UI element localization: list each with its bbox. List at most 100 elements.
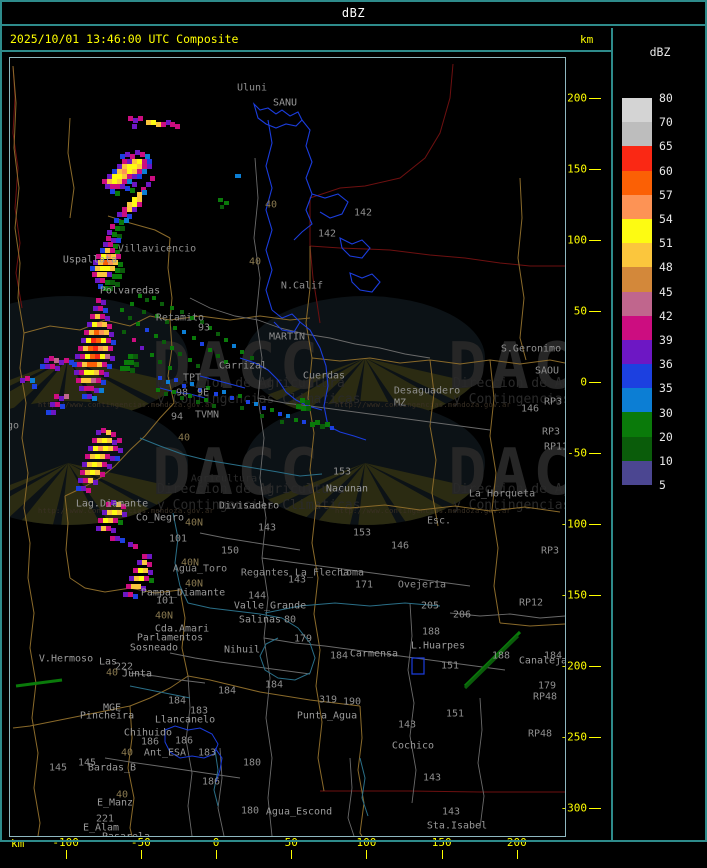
map-place-label: 184 xyxy=(167,695,187,707)
map-place-label: 183 xyxy=(197,747,217,759)
map-place-label: Punta_Agua xyxy=(296,710,358,722)
map-place-label: 98 xyxy=(175,387,189,399)
y-tick-label: 50 xyxy=(573,304,587,318)
y-tick-label: -250 xyxy=(560,730,588,744)
colorbar-title: dBZ xyxy=(649,45,671,59)
y-tick xyxy=(589,168,601,170)
x-tick-label: 200 xyxy=(506,836,527,849)
map-place-label: 153 xyxy=(332,466,352,478)
x-tick xyxy=(291,850,293,859)
map-place-label: Ant_ESA xyxy=(143,747,187,759)
map-place-label: RP3 xyxy=(541,426,561,438)
map-place-label: 171 xyxy=(354,579,374,591)
y-tick xyxy=(589,239,601,241)
map-place-label: Las xyxy=(98,656,118,668)
radar-map-canvas: DACC DACC DACC DACC Direccion de Agricul… xyxy=(10,58,565,836)
map-place-label: E_Manz xyxy=(96,797,134,809)
map-place-label: RP3 xyxy=(540,545,560,557)
colorbar-label-54: 54 xyxy=(659,212,673,226)
y-tick xyxy=(589,97,601,99)
y-tick-label: 200 xyxy=(567,91,587,105)
map-place-label: 40 xyxy=(105,667,119,679)
window-title-bar: dBZ xyxy=(2,2,705,26)
page-title: dBZ xyxy=(341,6,366,20)
map-place-label: Parlamentos xyxy=(136,632,204,644)
map-place-label: 184 xyxy=(543,650,563,662)
colorbar-band-54 xyxy=(622,218,652,244)
map-place-label: 143 xyxy=(397,719,417,731)
timestamp-label: 2025/10/01 13:46:00 UTC Composite xyxy=(10,32,239,46)
map-place-label: N.Calif xyxy=(280,280,324,292)
colorbar-band-35 xyxy=(622,388,652,413)
map-place-label: La_Flecha xyxy=(294,567,350,579)
radar-map[interactable]: DACC DACC DACC DACC Direccion de Agricul… xyxy=(9,57,566,837)
map-place-label: 186 xyxy=(140,736,160,748)
colorbar-label-30: 30 xyxy=(659,405,673,420)
map-place-label: 222 xyxy=(114,661,134,673)
x-tick-label: 100 xyxy=(356,836,377,849)
map-place-label: 153 xyxy=(352,527,372,539)
map-place-label: RP48 xyxy=(527,728,553,740)
map-place-label: Polvaredas xyxy=(99,285,161,297)
map-place-label: Co_Negro xyxy=(135,512,185,524)
map-place-label: 40 xyxy=(248,256,262,268)
map-place-label: RP11 xyxy=(543,441,566,453)
map-place-label: RP12 xyxy=(518,597,544,609)
map-place-label: Divisadero xyxy=(218,500,280,512)
x-axis-unit-label: km xyxy=(11,837,25,850)
colorbar-label-80: 80 xyxy=(659,91,673,105)
map-place-label: 93 xyxy=(197,322,211,334)
y-tick-label: -300 xyxy=(560,801,588,815)
x-tick xyxy=(516,850,518,859)
map-place-label: Nihuil xyxy=(223,644,261,656)
map-place-label: 151 xyxy=(445,708,465,720)
map-place-label: Regantes xyxy=(240,567,290,579)
map-panel: 2025/10/01 13:46:00 UTC Composite km xyxy=(2,28,613,859)
map-place-label: Pincheira xyxy=(79,710,135,722)
y-tick-label: -150 xyxy=(560,588,588,602)
map-place-label: 145 xyxy=(77,757,97,769)
y-axis: 200 150 100 50 0 -50 -100 -150 -200 -250 -300 xyxy=(561,57,613,837)
map-place-label: 186 xyxy=(174,735,194,747)
map-place-label: 40 xyxy=(115,789,129,801)
map-place-label: 184 xyxy=(264,679,284,691)
y-tick xyxy=(589,665,601,667)
map-place-label: TVMN xyxy=(194,409,220,421)
map-place-label: Cuerdas xyxy=(302,370,346,382)
map-place-label: 188 xyxy=(421,626,441,638)
map-place-label: Valle_Grande xyxy=(233,600,307,612)
map-place-label: 145 xyxy=(48,762,68,774)
colorbar-band-20 xyxy=(622,436,652,461)
y-tick-label: 150 xyxy=(567,162,587,176)
colorbar-band-51 xyxy=(622,243,652,268)
y-tick-label: 100 xyxy=(567,233,587,247)
x-tick xyxy=(216,850,218,859)
map-place-label: 183 xyxy=(189,705,209,717)
colorbar-band-36 xyxy=(622,364,652,389)
colorbar-label-39: 39 xyxy=(659,333,673,347)
y-tick-label: -50 xyxy=(567,446,587,460)
map-header: 2025/10/01 13:46:00 UTC Composite km xyxy=(2,28,611,52)
map-place-label: MZ xyxy=(393,397,407,409)
map-place-label: MARTIN xyxy=(268,331,306,343)
x-axis: km -100 -50 0 50 100 150 200 xyxy=(9,836,613,868)
map-place-label: 101 xyxy=(155,595,175,607)
x-tick-label: -50 xyxy=(130,836,151,849)
map-place-label: 151 xyxy=(440,660,460,672)
colorbar-label-36: 36 xyxy=(659,357,673,372)
map-place-label: La_Horqueta xyxy=(468,488,536,500)
map-place-label: Junta xyxy=(121,668,153,680)
y-tick xyxy=(589,381,601,383)
map-place-label: E_Alam xyxy=(82,822,120,834)
map-place-label: 40N xyxy=(180,557,200,569)
colorbar-label-5: 5 xyxy=(659,478,666,493)
colorbar-label-20: 20 xyxy=(659,429,673,444)
map-place-label: Esc. xyxy=(426,515,452,527)
y-tick-label: -100 xyxy=(560,517,588,531)
map-place-label: MGE xyxy=(102,702,122,714)
x-tick-label: -100 xyxy=(52,836,79,849)
colorbar-band-48 xyxy=(622,267,652,292)
map-place-label: Sta.Isabel xyxy=(426,820,488,832)
map-place-label: 206 xyxy=(452,609,472,621)
y-tick-label: -200 xyxy=(560,659,588,673)
